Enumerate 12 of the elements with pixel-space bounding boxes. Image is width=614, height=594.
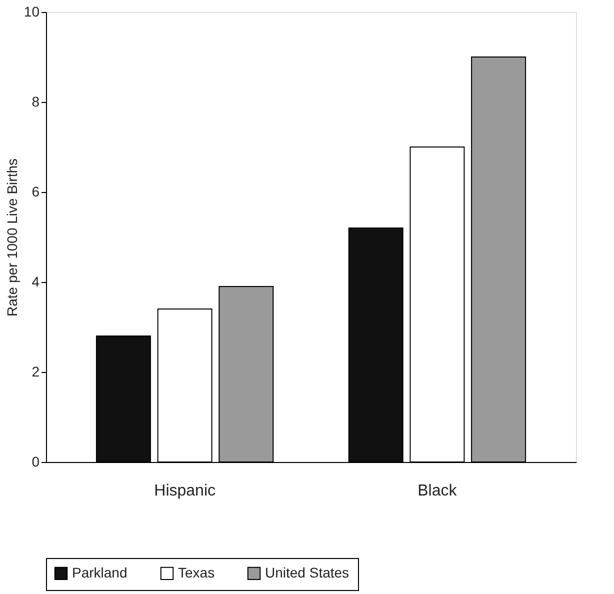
legend-label: Texas [178, 564, 215, 580]
y-tick-label: 10 [24, 4, 40, 20]
y-tick-label: 2 [32, 364, 40, 380]
y-tick-label: 4 [32, 274, 40, 290]
legend-label: Parkland [72, 564, 128, 580]
x-tick-label: Black [418, 482, 458, 500]
y-axis-title: Rate per 1000 Live Births [4, 158, 20, 316]
x-tick-label: Hispanic [154, 482, 216, 500]
y-tick-label: 6 [32, 184, 40, 200]
y-tick-label: 0 [32, 454, 40, 470]
legend-label: United States [265, 564, 350, 580]
y-tick-label: 8 [32, 94, 40, 110]
